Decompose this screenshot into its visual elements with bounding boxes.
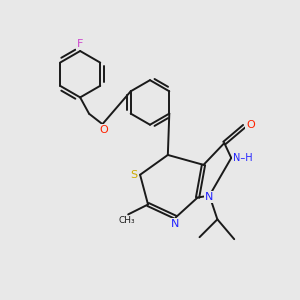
Text: O: O: [100, 125, 108, 135]
Text: F: F: [77, 40, 83, 50]
Text: CH₃: CH₃: [118, 216, 135, 225]
Text: S: S: [130, 170, 137, 180]
Text: N–H: N–H: [233, 153, 252, 163]
Text: N: N: [205, 192, 214, 202]
Text: N: N: [171, 219, 179, 229]
Text: O: O: [246, 120, 255, 130]
